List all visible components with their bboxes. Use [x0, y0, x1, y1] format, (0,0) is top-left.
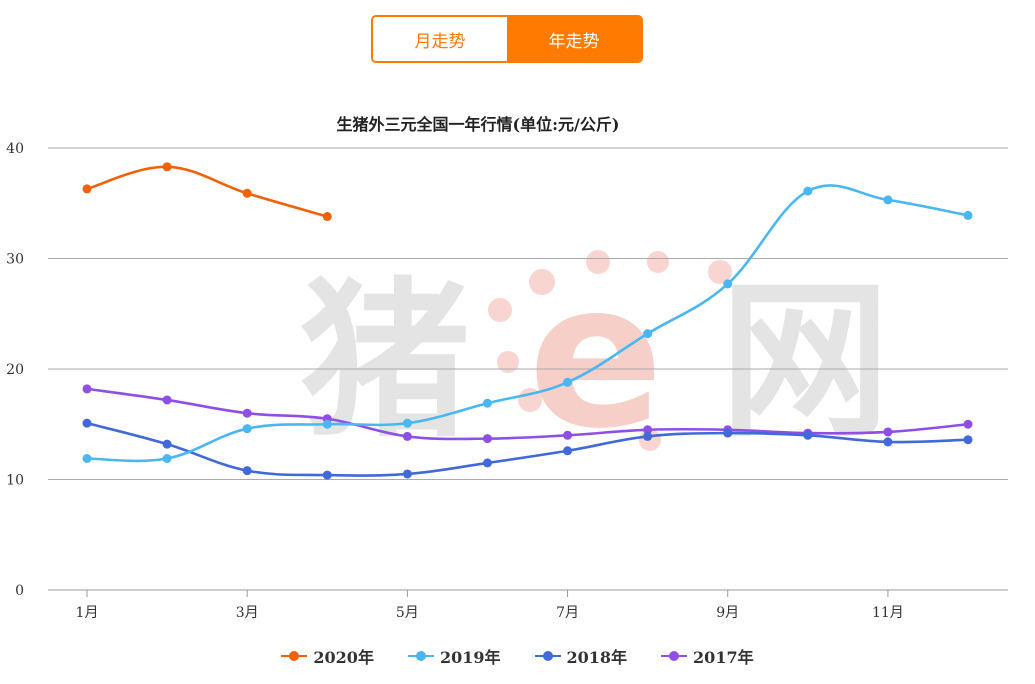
data-point [82, 384, 92, 394]
data-point [963, 435, 973, 445]
data-point [563, 446, 573, 456]
data-point [402, 418, 412, 428]
data-point [82, 184, 92, 194]
data-point [723, 279, 733, 289]
x-tick-label: 7月 [556, 605, 579, 621]
legend-swatch [281, 651, 308, 661]
data-point [162, 439, 172, 449]
data-point [82, 454, 92, 464]
data-point [803, 186, 813, 196]
legend-swatch [661, 651, 688, 661]
legend-label: 2020年 [313, 648, 374, 667]
y-tick-label: 40 [6, 141, 24, 157]
data-point [963, 210, 973, 220]
chart-legend: 2020年 2019年 2018年 2017年 [0, 644, 1035, 668]
data-point [322, 212, 332, 222]
data-point [643, 329, 653, 339]
series-line-2 [86, 421, 969, 477]
watermark-text-right: 网 [720, 263, 880, 460]
data-point [162, 395, 172, 405]
data-point [322, 470, 332, 480]
monthly-trend-button[interactable]: 月走势 [373, 17, 507, 61]
legend-label: 2019年 [439, 648, 501, 667]
data-point [803, 430, 813, 440]
legend-item[interactable]: 2019年 [407, 644, 501, 668]
data-point [723, 428, 733, 438]
legend-item[interactable]: 2020年 [281, 644, 374, 668]
data-point [242, 188, 252, 198]
yearly-trend-button[interactable]: 年走势 [507, 17, 641, 61]
data-point [643, 425, 653, 435]
series-line-3 [86, 387, 969, 441]
data-point [563, 377, 573, 387]
data-point [563, 430, 573, 440]
legend-item[interactable]: 2018年 [534, 644, 628, 668]
data-point [482, 434, 492, 444]
series-line-0 [86, 165, 328, 218]
legend-swatch [407, 651, 434, 661]
chart-title: 生猪外三元全国一年行情(单位:元/公斤) [337, 115, 620, 134]
data-point [82, 418, 92, 428]
trend-toggle: 月走势 年走势 [371, 15, 643, 63]
data-point [242, 424, 252, 434]
data-point [963, 419, 973, 429]
legend-item[interactable]: 2017年 [661, 644, 754, 668]
y-tick-label: 10 [6, 473, 24, 489]
x-tick-label: 1月 [76, 605, 99, 621]
data-point [402, 431, 412, 441]
data-point [322, 419, 332, 429]
data-point [402, 469, 412, 479]
data-point [482, 458, 492, 468]
series-line-1 [86, 184, 969, 463]
data-point [242, 408, 252, 418]
data-point [883, 437, 893, 447]
y-tick-label: 0 [15, 583, 24, 599]
legend-label: 2018年 [566, 648, 628, 667]
data-point [162, 162, 172, 172]
x-tick-label: 3月 [236, 605, 259, 621]
y-tick-label: 20 [6, 362, 24, 378]
data-point [242, 466, 252, 476]
data-point [883, 427, 893, 437]
data-point [883, 195, 893, 205]
data-point [643, 431, 653, 441]
x-tick-label: 5月 [396, 605, 419, 621]
x-tick-label: 9月 [716, 605, 739, 621]
data-point [482, 398, 492, 408]
legend-swatch [534, 651, 561, 661]
x-tick-label: 11月 [872, 605, 904, 621]
legend-label: 2017年 [693, 648, 754, 667]
y-tick-label: 30 [6, 252, 24, 268]
data-point [162, 454, 172, 464]
